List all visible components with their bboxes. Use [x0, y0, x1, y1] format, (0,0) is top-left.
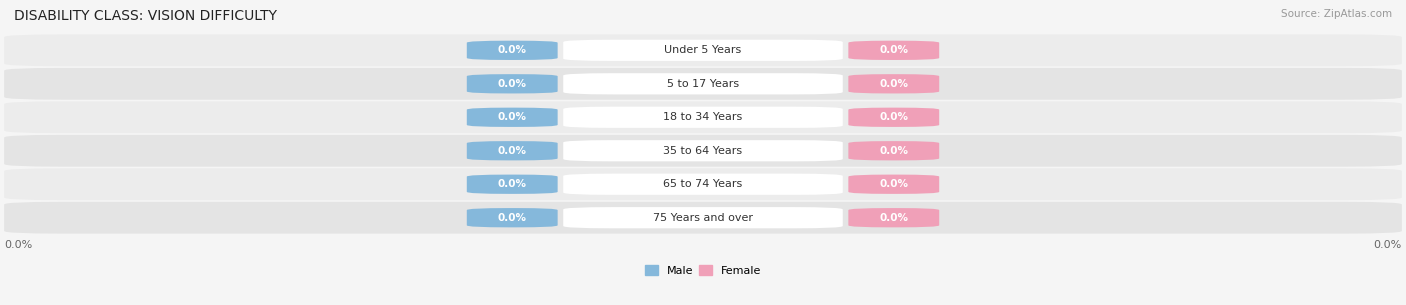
Text: DISABILITY CLASS: VISION DIFFICULTY: DISABILITY CLASS: VISION DIFFICULTY: [14, 9, 277, 23]
Legend: Male, Female: Male, Female: [640, 261, 766, 280]
FancyBboxPatch shape: [4, 34, 1402, 66]
FancyBboxPatch shape: [467, 74, 558, 93]
Text: 5 to 17 Years: 5 to 17 Years: [666, 79, 740, 89]
FancyBboxPatch shape: [848, 174, 939, 194]
Text: 18 to 34 Years: 18 to 34 Years: [664, 112, 742, 122]
Text: 0.0%: 0.0%: [879, 146, 908, 156]
FancyBboxPatch shape: [467, 108, 558, 127]
FancyBboxPatch shape: [4, 168, 1402, 200]
Text: 0.0%: 0.0%: [498, 112, 527, 122]
FancyBboxPatch shape: [4, 135, 1402, 167]
FancyBboxPatch shape: [4, 68, 1402, 100]
Text: 75 Years and over: 75 Years and over: [652, 213, 754, 223]
FancyBboxPatch shape: [848, 108, 939, 127]
Text: 0.0%: 0.0%: [498, 179, 527, 189]
FancyBboxPatch shape: [4, 202, 1402, 234]
Text: 65 to 74 Years: 65 to 74 Years: [664, 179, 742, 189]
FancyBboxPatch shape: [4, 101, 1402, 133]
FancyBboxPatch shape: [848, 74, 939, 93]
Text: 0.0%: 0.0%: [879, 213, 908, 223]
FancyBboxPatch shape: [467, 208, 558, 227]
FancyBboxPatch shape: [564, 207, 842, 228]
Text: 0.0%: 0.0%: [879, 179, 908, 189]
Text: 0.0%: 0.0%: [498, 213, 527, 223]
FancyBboxPatch shape: [467, 141, 558, 160]
FancyBboxPatch shape: [564, 174, 842, 195]
Text: 0.0%: 0.0%: [498, 79, 527, 89]
Text: 0.0%: 0.0%: [498, 146, 527, 156]
FancyBboxPatch shape: [564, 73, 842, 95]
FancyBboxPatch shape: [564, 107, 842, 128]
Text: Source: ZipAtlas.com: Source: ZipAtlas.com: [1281, 9, 1392, 19]
Text: 0.0%: 0.0%: [498, 45, 527, 55]
Text: 0.0%: 0.0%: [879, 79, 908, 89]
FancyBboxPatch shape: [848, 208, 939, 227]
FancyBboxPatch shape: [848, 141, 939, 160]
Text: 0.0%: 0.0%: [4, 240, 32, 250]
Text: 35 to 64 Years: 35 to 64 Years: [664, 146, 742, 156]
Text: 0.0%: 0.0%: [879, 112, 908, 122]
FancyBboxPatch shape: [564, 140, 842, 161]
FancyBboxPatch shape: [848, 41, 939, 60]
FancyBboxPatch shape: [467, 174, 558, 194]
FancyBboxPatch shape: [467, 41, 558, 60]
Text: 0.0%: 0.0%: [879, 45, 908, 55]
FancyBboxPatch shape: [564, 40, 842, 61]
Text: 0.0%: 0.0%: [1374, 240, 1402, 250]
Text: Under 5 Years: Under 5 Years: [665, 45, 741, 55]
